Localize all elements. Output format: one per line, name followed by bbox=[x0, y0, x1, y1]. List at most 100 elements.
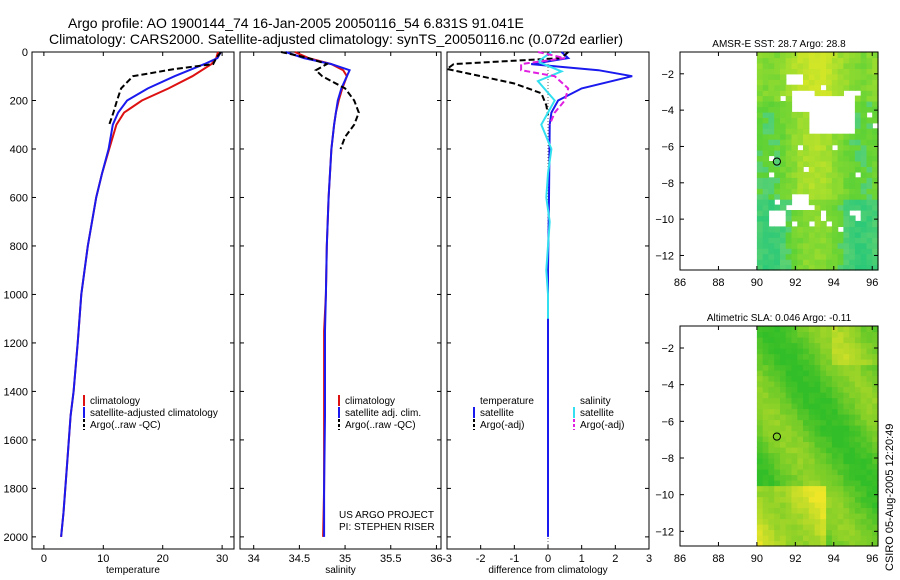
field-cell bbox=[831, 331, 839, 338]
field-cell bbox=[872, 364, 879, 371]
field-cell bbox=[854, 111, 862, 118]
field-cell bbox=[843, 237, 850, 244]
field-cell bbox=[866, 248, 873, 255]
field-cell bbox=[814, 337, 821, 344]
field-cell bbox=[854, 122, 862, 129]
field-cell bbox=[826, 79, 833, 86]
field-cell bbox=[791, 463, 798, 470]
field-cell bbox=[756, 518, 764, 525]
field-cell bbox=[785, 122, 793, 129]
field-cell bbox=[762, 182, 770, 189]
field-cell bbox=[854, 348, 862, 355]
field-cell bbox=[826, 436, 833, 443]
field-cell bbox=[791, 381, 798, 388]
field-cell bbox=[768, 430, 775, 437]
field-cell bbox=[866, 188, 873, 195]
field-cell bbox=[785, 441, 793, 448]
field-cell bbox=[762, 193, 770, 200]
field-cell bbox=[774, 73, 781, 80]
field-cell bbox=[831, 237, 839, 244]
field-cell bbox=[785, 150, 793, 157]
field-cell bbox=[774, 133, 781, 140]
field-cell bbox=[756, 231, 764, 238]
field-cell bbox=[826, 342, 833, 349]
field-cell bbox=[762, 122, 770, 129]
field-cell bbox=[854, 375, 862, 382]
field-cell bbox=[814, 529, 821, 536]
field-cell bbox=[820, 419, 827, 426]
sst-lon-tick-label: 86 bbox=[674, 277, 686, 289]
sla-lon-tick-label: 88 bbox=[712, 553, 724, 565]
field-cell bbox=[860, 370, 868, 377]
field-cell bbox=[854, 353, 862, 360]
field-cell bbox=[872, 90, 879, 97]
field-cell bbox=[803, 408, 810, 415]
field-cell bbox=[762, 237, 770, 244]
field-cell bbox=[756, 84, 764, 91]
field-cell bbox=[866, 57, 873, 64]
field-cell bbox=[756, 447, 764, 454]
field-cell bbox=[808, 242, 816, 249]
field-cell bbox=[780, 326, 787, 333]
field-cell bbox=[808, 210, 816, 217]
field-cell bbox=[843, 226, 850, 233]
field-cell bbox=[756, 529, 764, 536]
field-cell bbox=[837, 326, 844, 333]
field-cell bbox=[854, 331, 862, 338]
field-cell bbox=[814, 430, 821, 437]
field-cell bbox=[785, 436, 793, 443]
field-cell bbox=[785, 518, 793, 525]
field-cell bbox=[849, 535, 856, 542]
field-cell bbox=[831, 133, 839, 140]
field-cell bbox=[837, 463, 844, 470]
field-cell bbox=[803, 364, 810, 371]
field-cell bbox=[826, 491, 833, 498]
field-cell bbox=[774, 139, 781, 146]
field-cell bbox=[803, 139, 810, 146]
field-cell bbox=[849, 485, 856, 492]
field-cell bbox=[803, 491, 810, 498]
field-cell bbox=[826, 144, 833, 151]
field-cell bbox=[826, 155, 833, 162]
field-cell bbox=[808, 57, 816, 64]
field-cell bbox=[814, 73, 821, 80]
field-cell bbox=[854, 359, 862, 366]
field-cell bbox=[808, 326, 816, 333]
field-cell bbox=[756, 161, 764, 167]
field-cell bbox=[860, 161, 868, 167]
field-cell bbox=[768, 259, 775, 266]
field-cell bbox=[780, 166, 787, 173]
field-cell bbox=[843, 447, 850, 454]
field-cell bbox=[756, 441, 764, 448]
field-cell bbox=[843, 507, 850, 514]
field-cell bbox=[768, 122, 775, 129]
field-cell bbox=[860, 73, 868, 80]
field-cell bbox=[849, 386, 856, 393]
field-cell bbox=[803, 419, 810, 426]
field-cell bbox=[860, 381, 868, 388]
sla-map-title: Altimetric SLA: 0.046 Argo: -0.11 bbox=[707, 313, 852, 324]
field-cell bbox=[860, 535, 868, 542]
field-cell bbox=[785, 419, 793, 426]
field-cell bbox=[756, 144, 764, 151]
field-cell bbox=[831, 513, 839, 520]
field-cell bbox=[860, 79, 868, 86]
field-cell bbox=[785, 403, 793, 410]
field-cell bbox=[791, 397, 798, 404]
field-cell bbox=[791, 353, 798, 360]
field-cell bbox=[785, 348, 793, 355]
field-cell bbox=[837, 529, 844, 536]
field-cell bbox=[831, 419, 839, 426]
field-cell bbox=[803, 469, 810, 476]
field-cell bbox=[831, 57, 839, 64]
field-cell bbox=[831, 84, 839, 91]
field-cell bbox=[762, 128, 770, 135]
field-cell bbox=[849, 337, 856, 344]
field-cell bbox=[826, 540, 833, 547]
field-cell bbox=[843, 425, 850, 432]
field-cell bbox=[820, 513, 827, 520]
field-cell bbox=[774, 237, 781, 244]
field-cell bbox=[780, 182, 787, 189]
field-cell bbox=[780, 111, 787, 118]
field-cell bbox=[803, 122, 810, 129]
